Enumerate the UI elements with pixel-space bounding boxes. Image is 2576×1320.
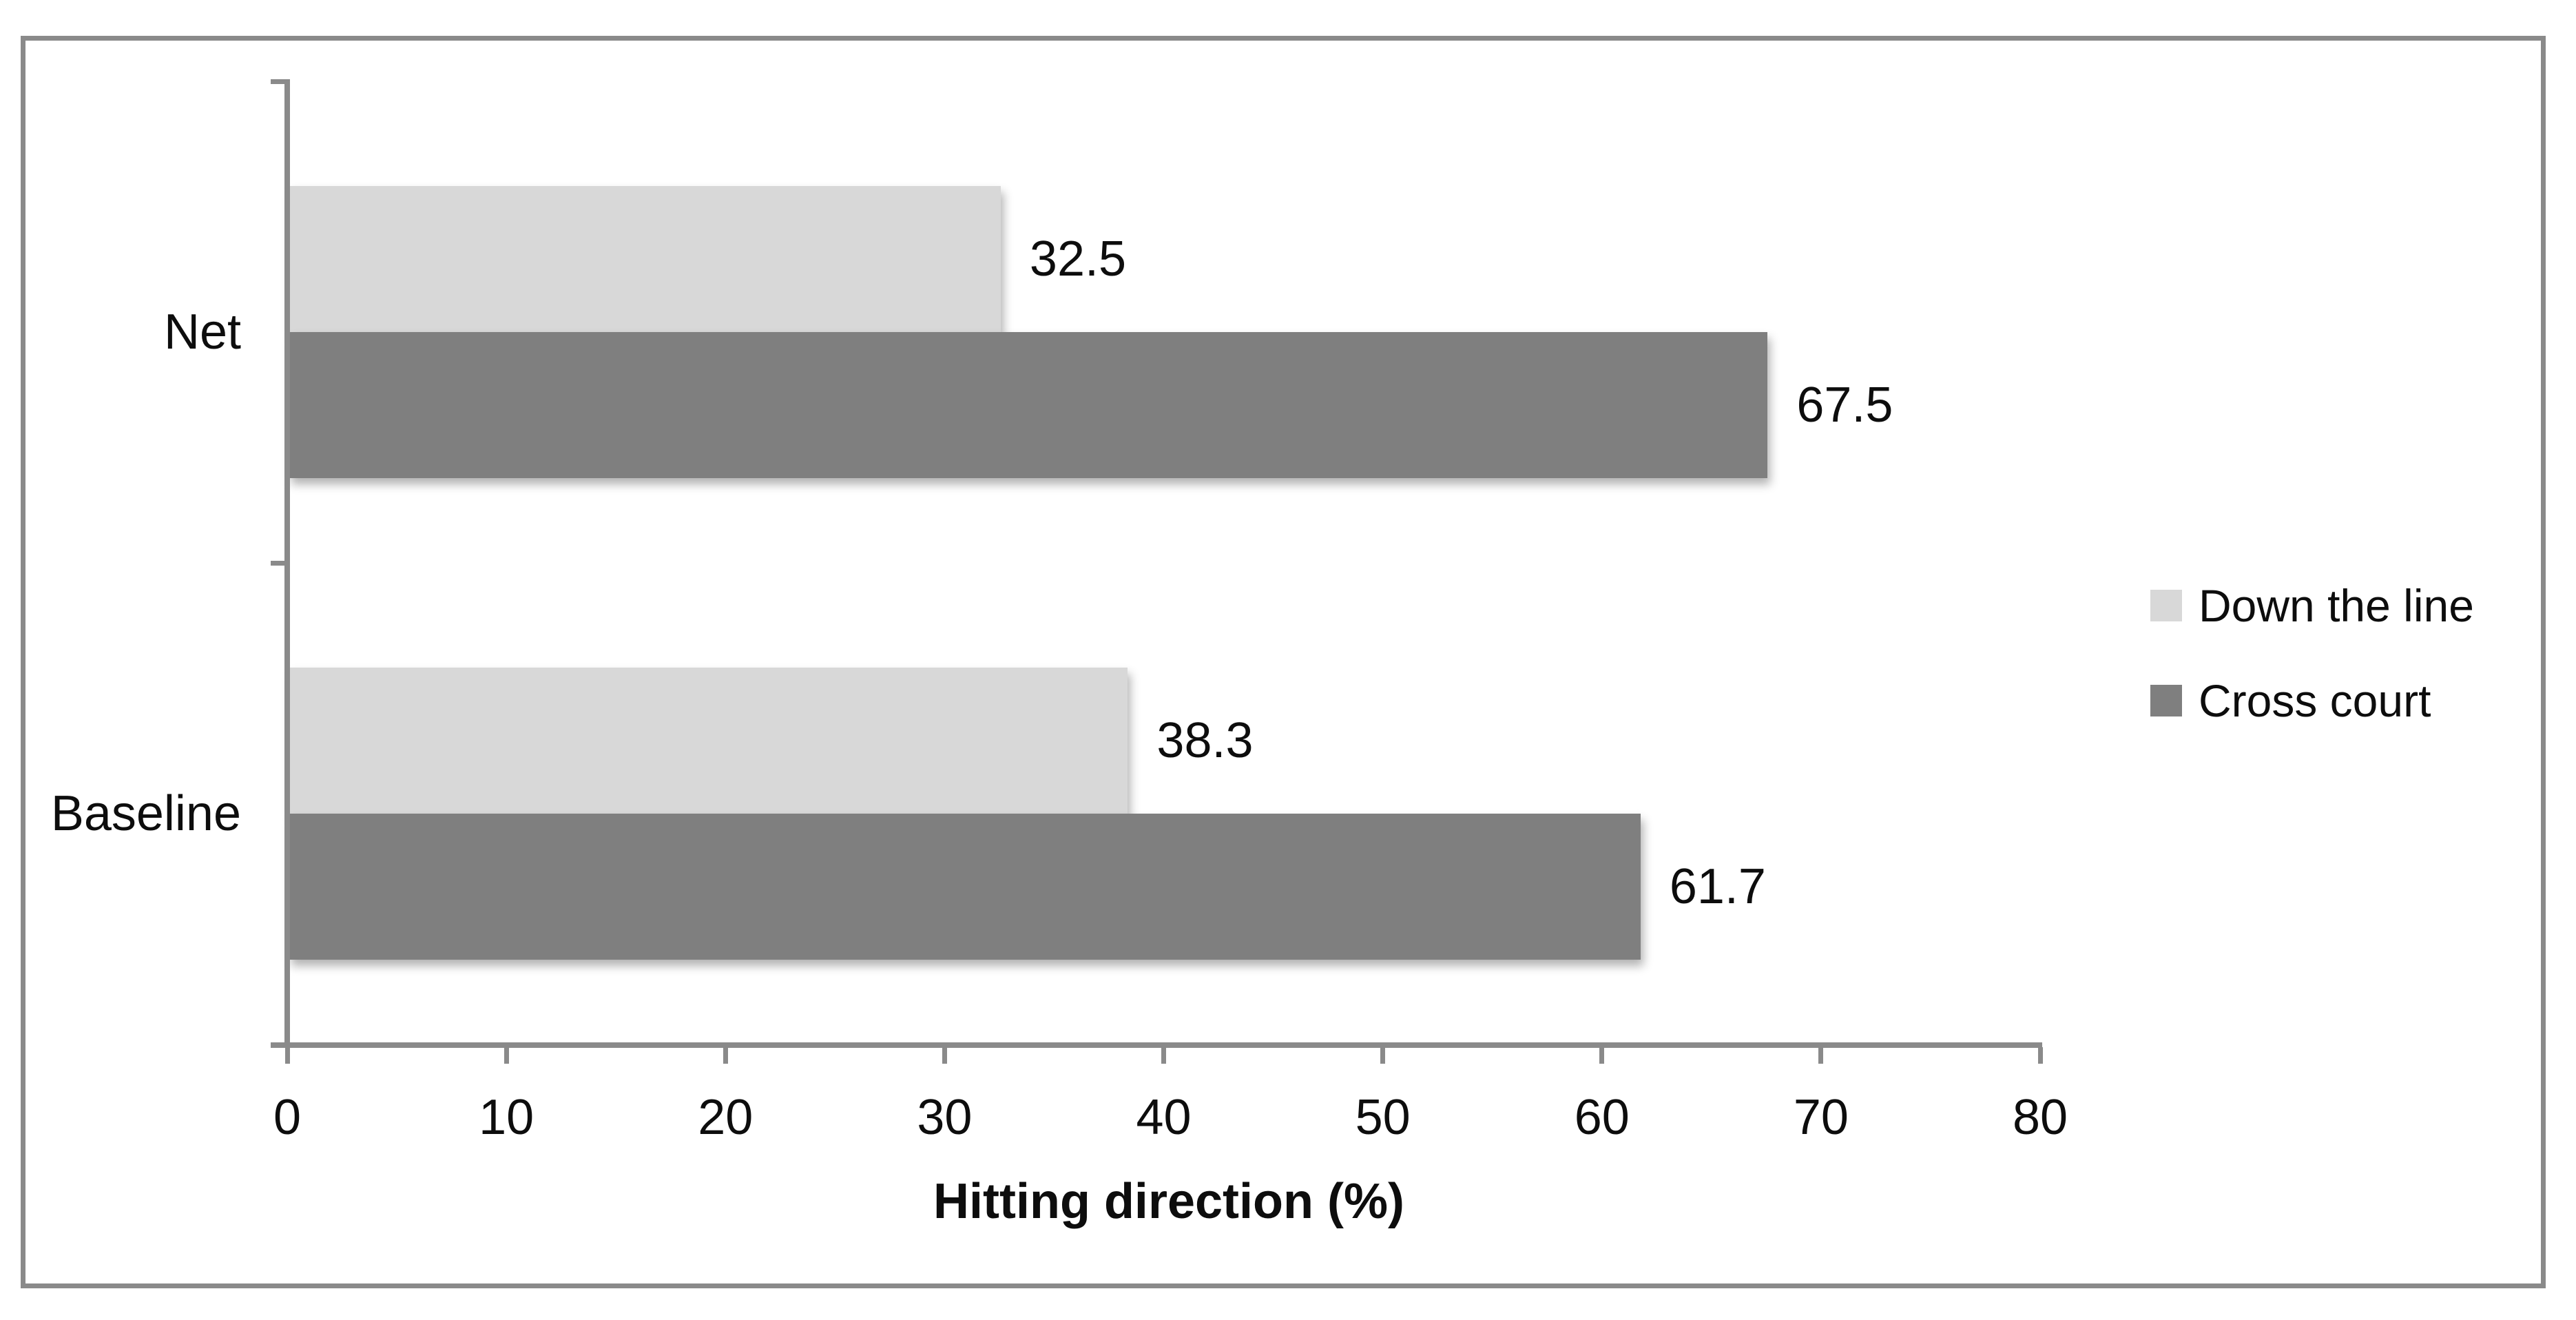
- bar-baseline-cross-court: [289, 814, 1641, 960]
- legend-item-cross-court: Cross court: [2150, 678, 2536, 723]
- legend-swatch-cross-court: [2150, 685, 2182, 716]
- x-axis-tick: [2037, 1047, 2043, 1064]
- x-axis-tick: [1161, 1047, 1166, 1064]
- x-tick-label-10: 10: [479, 1090, 534, 1145]
- bar-baseline-down-the-line: [289, 668, 1128, 814]
- x-axis-tick: [723, 1047, 728, 1064]
- category-label-net: Net: [163, 304, 241, 360]
- y-axis-line: [284, 79, 290, 1047]
- x-axis-title: Hitting direction (%): [933, 1174, 1404, 1229]
- x-axis-line: [271, 1042, 2042, 1048]
- x-tick-label-40: 40: [1136, 1090, 1192, 1145]
- value-label-net-down-the-line: 32.5: [1029, 231, 1127, 287]
- value-label-net-cross-court: 67.5: [1796, 377, 1893, 433]
- x-tick-label-80: 80: [2012, 1090, 2068, 1145]
- value-label-baseline-cross-court: 61.7: [1669, 859, 1766, 915]
- legend-item-down-the-line: Down the line: [2150, 583, 2536, 628]
- x-axis-tick: [284, 1047, 290, 1064]
- x-axis-tick: [1818, 1047, 1824, 1064]
- y-axis-tick: [271, 561, 287, 566]
- x-axis-tick: [942, 1047, 947, 1064]
- x-tick-label-60: 60: [1574, 1090, 1630, 1145]
- legend: Down the line Cross court: [2150, 583, 2536, 780]
- legend-label-down-the-line: Down the line: [2199, 580, 2474, 631]
- x-tick-label-50: 50: [1355, 1090, 1411, 1145]
- x-axis-tick: [1599, 1047, 1605, 1064]
- legend-swatch-down-the-line: [2150, 590, 2182, 621]
- x-tick-label-70: 70: [1793, 1090, 1849, 1145]
- x-axis-tick: [503, 1047, 509, 1064]
- x-axis-tick: [1380, 1047, 1386, 1064]
- legend-label-cross-court: Cross court: [2199, 675, 2431, 726]
- x-tick-label-30: 30: [917, 1090, 973, 1145]
- bar-net-down-the-line: [289, 185, 1001, 332]
- value-label-baseline-down-the-line: 38.3: [1156, 713, 1254, 769]
- bar-net-cross-court: [289, 331, 1768, 478]
- y-axis-tick: [271, 79, 287, 84]
- category-label-baseline: Baseline: [50, 786, 241, 842]
- x-tick-label-0: 0: [273, 1090, 302, 1145]
- x-tick-label-20: 20: [698, 1090, 754, 1145]
